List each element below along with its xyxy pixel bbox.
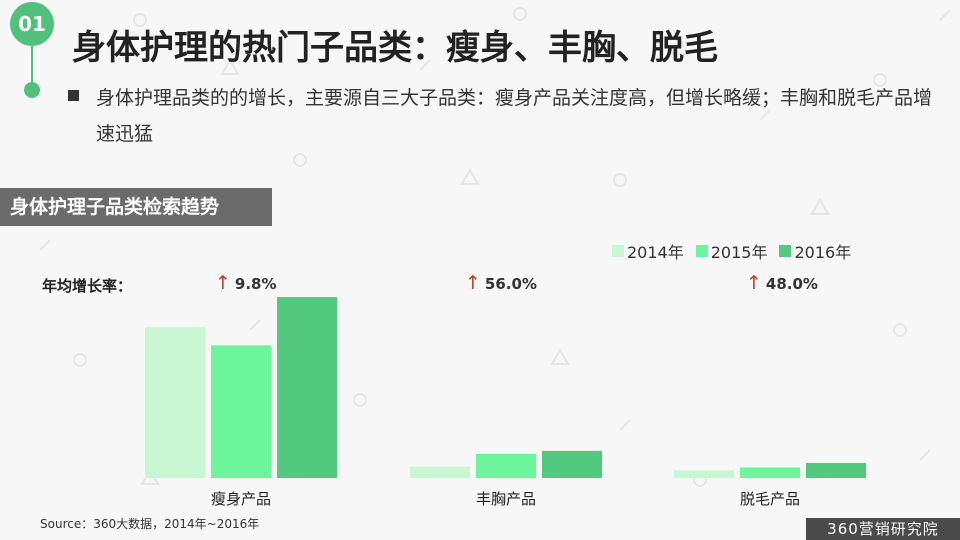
- growth-rate-label: 年均增长率：: [42, 277, 133, 295]
- bar-2015年-脱毛产品: [740, 467, 800, 478]
- legend-swatch-2014: [612, 245, 624, 257]
- up-arrow-icon: ↑: [215, 272, 231, 294]
- growth-value: 48.0%: [765, 275, 818, 293]
- legend-label-2016: 2016年: [794, 243, 852, 262]
- legend-swatch-2015: [695, 245, 708, 257]
- bar-2014年-瘦身产品: [145, 327, 205, 478]
- badge-connector: [31, 44, 33, 84]
- chart-legend: 2014年 2015年 2016年: [612, 239, 851, 263]
- legend-item-2016: 2016年: [779, 239, 851, 263]
- subtitle-text: 身体护理品类的的增长，主要源自三大子品类：瘦身产品关注度高，但增长略缓；丰胸和脱…: [96, 87, 933, 145]
- bar-2015年-瘦身产品: [211, 345, 271, 478]
- legend-item-2014: 2014年: [612, 239, 684, 263]
- up-arrow-icon: ↑: [465, 272, 481, 294]
- page-title: 身体护理的热门子品类：瘦身、丰胸、脱毛: [72, 28, 718, 68]
- bar-2014年-丰胸产品: [410, 466, 470, 478]
- growth-rate-slimming: ↑ 9.8%: [215, 272, 277, 294]
- growth-rate-breast: ↑ 56.0%: [465, 272, 537, 294]
- bar-2015年-丰胸产品: [476, 453, 536, 478]
- growth-value: 56.0%: [484, 275, 537, 293]
- badge-dot: [24, 82, 40, 98]
- up-arrow-icon: ↑: [746, 272, 762, 294]
- growth-rate-hair-removal: ↑ 48.0%: [746, 272, 818, 294]
- chart-section-label: 身体护理子品类检索趋势: [0, 188, 272, 226]
- x-axis-tick-label: 丰胸产品: [476, 490, 536, 508]
- section-number-badge: 01: [10, 2, 54, 46]
- bar-2014年-脱毛产品: [674, 470, 734, 478]
- legend-item-2015: 2015年: [695, 239, 768, 263]
- bar-2016年-脱毛产品: [806, 462, 866, 478]
- bullet-icon: [68, 90, 79, 101]
- x-axis-tick-label: 脱毛产品: [740, 490, 800, 508]
- growth-value: 9.8%: [234, 275, 277, 293]
- x-axis-tick-label: 瘦身产品: [211, 490, 271, 508]
- legend-swatch-2016: [779, 245, 792, 257]
- legend-label-2014: 2014年: [627, 243, 684, 262]
- legend-label-2015: 2015年: [710, 243, 768, 262]
- bar-2016年-瘦身产品: [277, 297, 337, 478]
- source-note: Source：360大数据，2014年~2016年: [40, 517, 260, 531]
- brand-logo: 360营销研究院: [806, 518, 960, 540]
- bar-2016年-丰胸产品: [542, 450, 602, 478]
